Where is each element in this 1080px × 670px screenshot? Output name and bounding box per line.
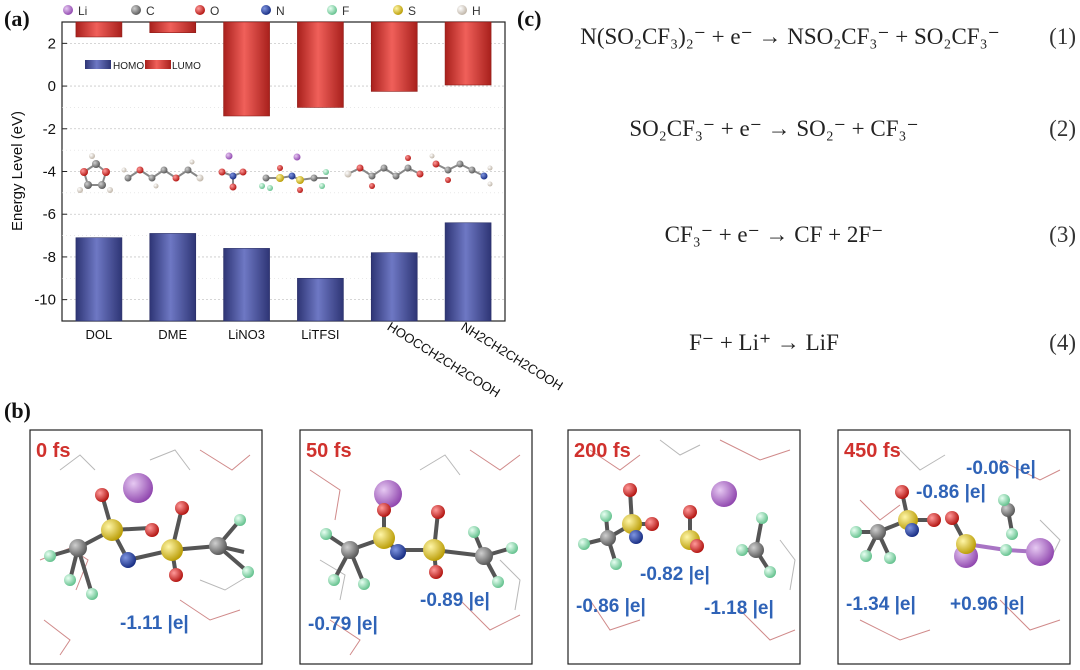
snapshot-450fs-molecule	[850, 485, 1054, 568]
molecule-beta-alanine-image	[429, 153, 493, 187]
md-snapshots: 0 fs 50 fs 200 fs 450 fs -1.11 |e| -0.79…	[29, 429, 1071, 665]
legend-atom-label: C	[146, 4, 155, 18]
series-legend: HOMO LUMO	[85, 60, 201, 72]
legend-atom-f-icon	[327, 5, 337, 15]
charge-label: -0.86 |e|	[916, 482, 986, 503]
charge-label: -1.34 |e|	[846, 594, 916, 615]
homo-bar-5	[444, 222, 492, 322]
legend-atom-c-icon	[131, 5, 141, 15]
charge-label: -0.89 |e|	[420, 590, 490, 611]
molecule-dol-image	[77, 153, 113, 193]
legend-swatch-lumo	[145, 60, 171, 69]
snapshot-50fs-molecule	[320, 480, 518, 590]
snapshot-time-200fs: 200 fs	[574, 440, 631, 462]
lumo-bar-2	[223, 21, 270, 117]
lumo-bar-1	[149, 21, 197, 33]
equation-number: (1)	[1049, 24, 1076, 49]
snapshot-frame-50fs	[299, 429, 533, 665]
molecule-litfsi-image	[259, 153, 329, 193]
legend-atom-h-icon	[457, 5, 467, 15]
legend-atom-label: Li	[78, 4, 87, 18]
x-category-label: DOL	[86, 327, 113, 342]
bar-series	[75, 21, 492, 322]
molecule-lino3-image	[218, 152, 247, 191]
lumo-bar-0	[75, 21, 123, 38]
legend-label-lumo: LUMO	[172, 61, 201, 72]
equation-1: N(SO₂CF₃)₂⁻ + e⁻ → NSO₂CF₃⁻ + SO₂CF₃⁻	[580, 24, 999, 49]
y-tick-label: -2	[43, 121, 56, 138]
panel-b-label: (b)	[4, 398, 31, 423]
lumo-bar-4	[370, 21, 418, 92]
legend-atom-label: S	[408, 4, 416, 18]
x-category-label: DME	[158, 327, 187, 342]
equation-4: F⁻ + Li⁺ → LiF	[689, 330, 839, 355]
legend-atom-o-icon	[195, 5, 205, 15]
legend-atom-label: N	[276, 4, 285, 18]
y-tick-label: -10	[34, 292, 56, 309]
snapshot-200fs-molecule	[578, 481, 776, 578]
chart-gridlines	[62, 42, 505, 301]
panel-c-label: (c)	[517, 6, 541, 31]
x-category-label: LiTFSI	[301, 327, 339, 342]
snapshot-time-50fs: 50 fs	[306, 440, 352, 462]
equation-3: CF₃⁻ + e⁻ → CF + 2F⁻	[665, 222, 884, 247]
charge-label: +0.96 |e|	[950, 594, 1025, 615]
equation-number: (2)	[1049, 116, 1076, 141]
y-tick-label: 2	[48, 35, 56, 52]
legend-atom-n-icon	[261, 5, 271, 15]
y-axis-ticks: 2 0 -2 -4 -6 -8 -10	[34, 35, 67, 309]
legend-atom-s-icon	[393, 5, 403, 15]
x-axis-categories: DOL DME LiNO3 LiTFSI HOOCCH2CH2COOHNH2CH2CH2…	[86, 319, 566, 401]
legend-swatch-homo	[85, 60, 111, 69]
charge-label: -0.82 |e|	[640, 564, 710, 585]
snapshot-time-450fs: 450 fs	[844, 440, 901, 462]
y-axis-label: Energy Level (eV)	[9, 111, 26, 231]
reaction-equations: N(SO₂CF₃)₂⁻ + e⁻ → NSO₂CF₃⁻ + SO₂CF₃⁻ (1)…	[580, 24, 1076, 355]
homo-bar-3	[297, 277, 344, 322]
y-tick-label: -6	[43, 206, 56, 223]
y-tick-label: 0	[48, 78, 56, 95]
equation-number: (4)	[1049, 330, 1076, 355]
panel-a-label: (a)	[4, 6, 30, 31]
snapshot-time-0fs: 0 fs	[36, 440, 70, 462]
element-legend: Li C O N F S H	[63, 4, 481, 18]
x-category-label: LiNO3	[228, 327, 265, 342]
energy-level-chart: 20-2-4-6-8-10 DOL DME LiNO3 LiTFSI HOOCCH2CH…	[9, 21, 566, 401]
lumo-bar-3	[297, 21, 344, 108]
homo-bar-1	[149, 233, 197, 322]
equation-number: (3)	[1049, 222, 1076, 247]
charge-label: -0.86 |e|	[576, 596, 646, 617]
molecule-succinic-acid-image	[344, 155, 424, 189]
lumo-bar-5	[444, 21, 492, 86]
legend-atom-label: H	[472, 4, 481, 18]
charge-label: -1.18 |e|	[704, 598, 774, 619]
legend-atom-li-icon	[63, 5, 73, 15]
equation-2: SO₂CF₃⁻ + e⁻ → SO₂⁻ + CF₃⁻	[629, 116, 918, 141]
legend-atom-label: O	[210, 4, 219, 18]
snapshot-0fs-molecule	[44, 473, 254, 600]
legend-label-homo: HOMO	[113, 61, 144, 72]
homo-bar-4	[370, 252, 418, 322]
y-tick-label: -8	[43, 249, 56, 266]
charge-label: -1.11 |e|	[120, 613, 189, 634]
solvent-wireframe	[39, 439, 1061, 656]
homo-bar-2	[223, 248, 270, 322]
legend-atom-label: F	[342, 4, 349, 18]
molecule-structures	[77, 152, 493, 193]
charge-label: -0.06 |e|	[966, 458, 1036, 479]
molecule-dme-image	[121, 159, 204, 189]
y-tick-label: -4	[43, 164, 56, 181]
charge-label: -0.79 |e|	[308, 614, 378, 635]
homo-bar-0	[75, 237, 123, 322]
